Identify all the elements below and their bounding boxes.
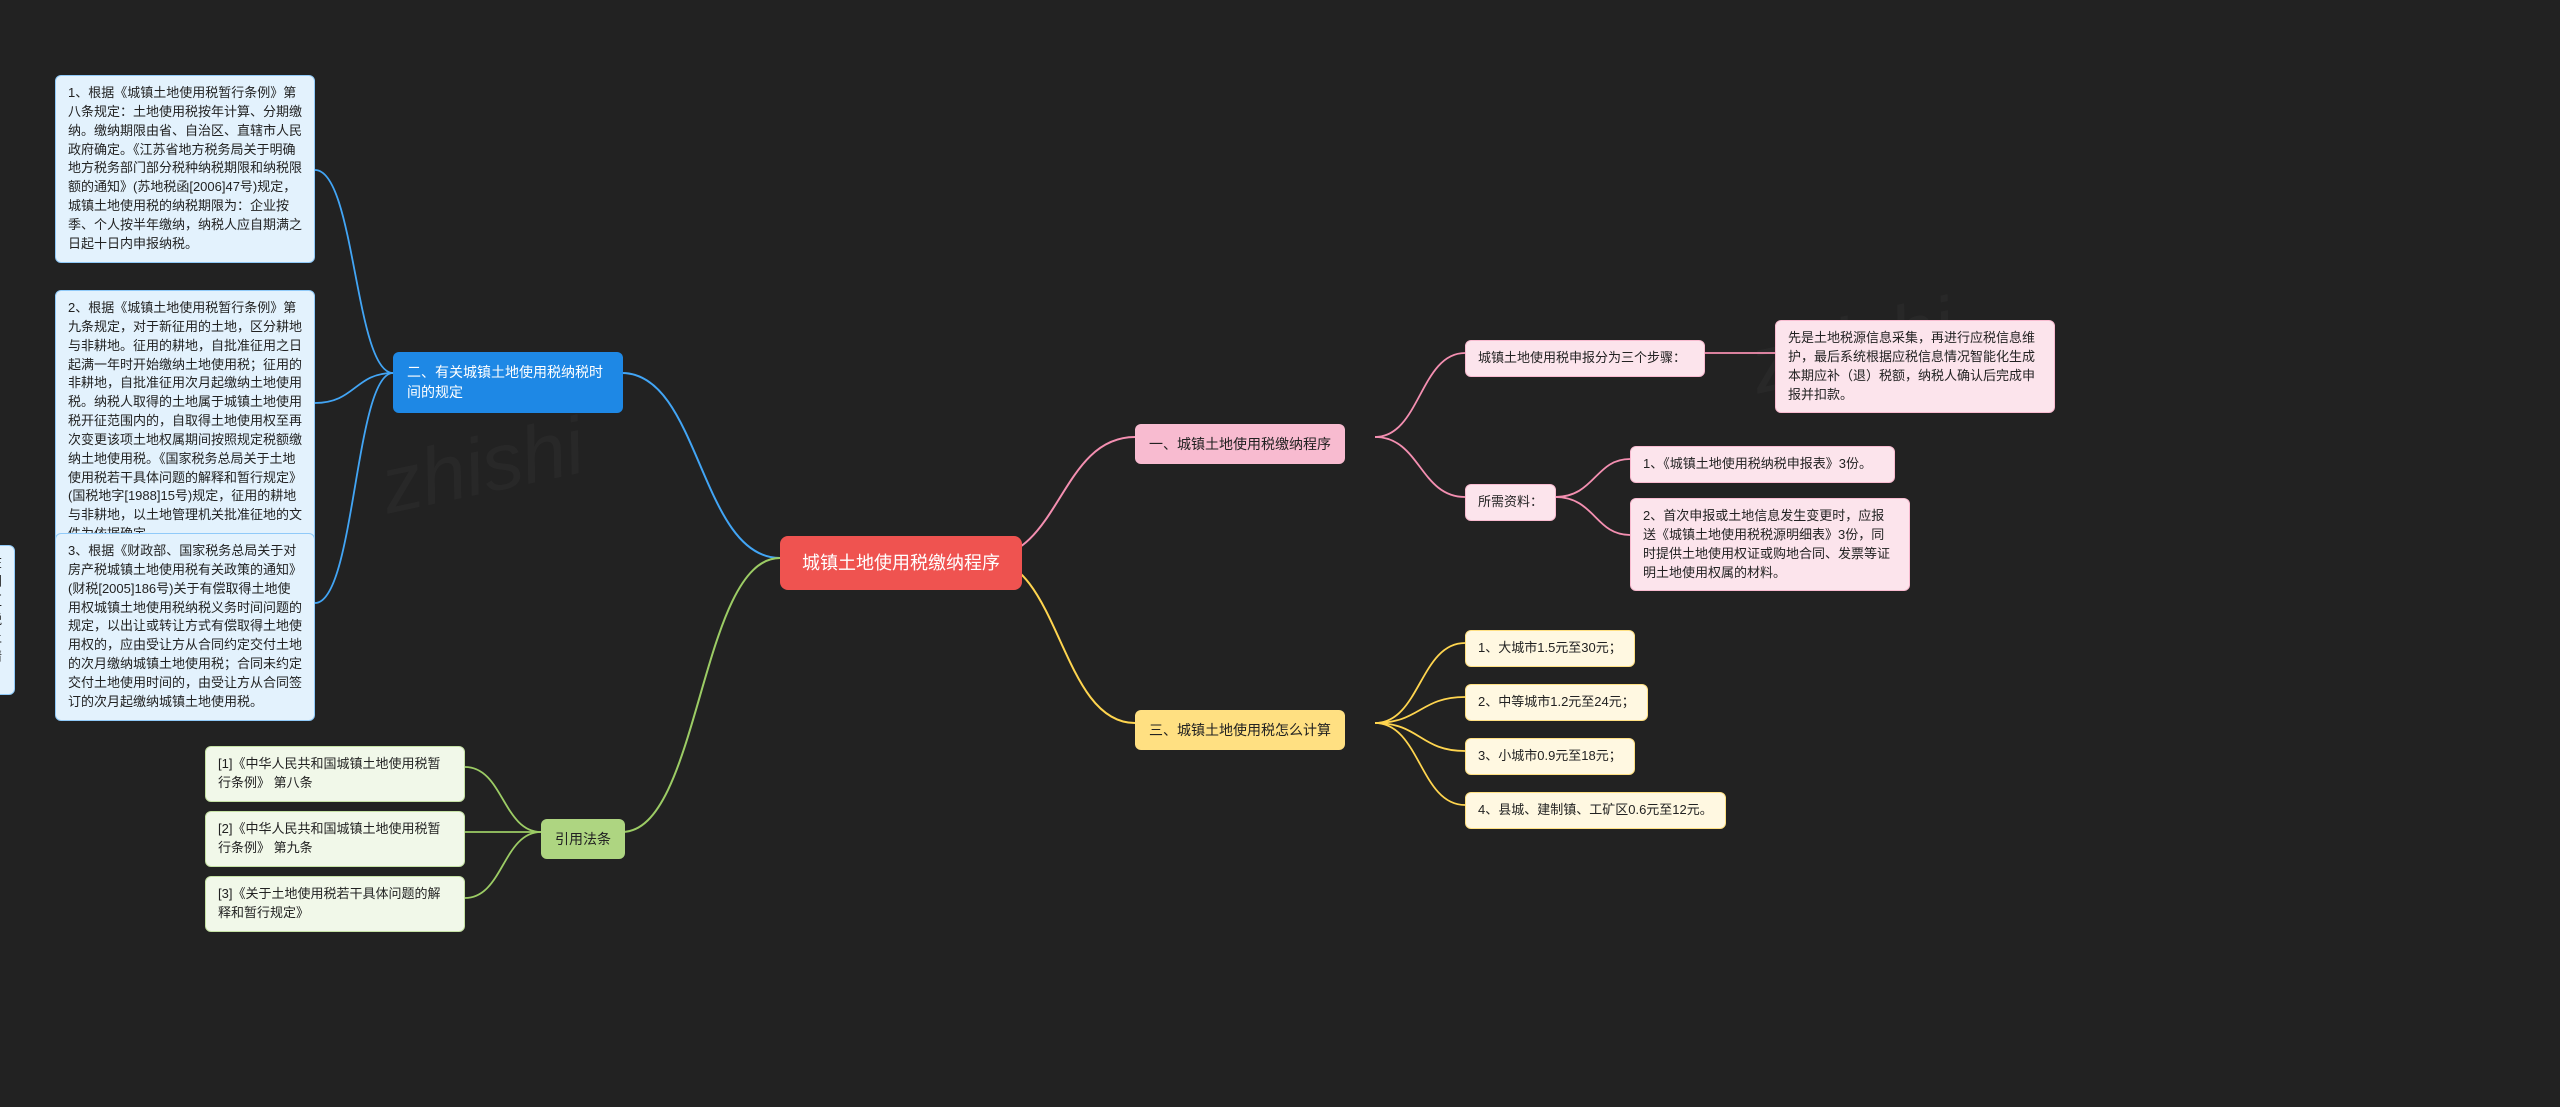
leaf-calc-1: 1、大城市1.5元至30元； <box>1465 630 1635 667</box>
leaf-calc-4: 4、县城、建制镇、工矿区0.6元至12元。 <box>1465 792 1726 829</box>
sub-materials[interactable]: 所需资料： <box>1465 484 1556 521</box>
leaf-ref-1: [1]《中华人民共和国城镇土地使用税暂行条例》 第八条 <box>205 746 465 802</box>
watermark: zhishi <box>373 400 592 533</box>
leaf-ref-2: [2]《中华人民共和国城镇土地使用税暂行条例》 第九条 <box>205 811 465 867</box>
root-node[interactable]: 城镇土地使用税缴纳程序 <box>780 536 1022 590</box>
leaf-timing-3: 3、根据《财政部、国家税务总局关于对房产税城镇土地使用税有关政策的通知》(财税[… <box>55 533 315 721</box>
sub-steps[interactable]: 城镇土地使用税申报分为三个步骤： <box>1465 340 1705 377</box>
leaf-timing-1: 1、根据《城镇土地使用税暂行条例》第八条规定：土地使用税按年计算、分期缴纳。缴纳… <box>55 75 315 263</box>
leaf-ref-3: [3]《关于土地使用税若干具体问题的解释和暂行规定》 <box>205 876 465 932</box>
leaf-material-1: 1、《城镇土地使用税纳税申报表》3份。 <box>1630 446 1895 483</box>
leaf-calc-3: 3、小城市0.9元至18元； <box>1465 738 1635 775</box>
branch-references[interactable]: 引用法条 <box>541 819 625 859</box>
leaf-timing-2: 2、根据《城镇土地使用税暂行条例》第九条规定，对于新征用的土地，区分耕地与非耕地… <box>55 290 315 553</box>
branch-procedure[interactable]: 一、城镇土地使用税缴纳程序 <box>1135 424 1345 464</box>
branch-calculation[interactable]: 三、城镇土地使用税怎么计算 <box>1135 710 1345 750</box>
leaf-timing-side: 土地使用权所有者只要用地满一年又不在免征范围内的，必须以季度或半年为限到税务局缴… <box>0 545 15 695</box>
connector-layer <box>0 0 2560 1107</box>
branch-timing[interactable]: 二、有关城镇土地使用税纳税时间的规定 <box>393 352 623 413</box>
leaf-steps-detail: 先是土地税源信息采集，再进行应税信息维护，最后系统根据应税信息情况智能化生成本期… <box>1775 320 2055 413</box>
leaf-material-2: 2、首次申报或土地信息发生变更时，应报送《城镇土地使用税税源明细表》3份，同时提… <box>1630 498 1910 591</box>
leaf-calc-2: 2、中等城市1.2元至24元； <box>1465 684 1648 721</box>
